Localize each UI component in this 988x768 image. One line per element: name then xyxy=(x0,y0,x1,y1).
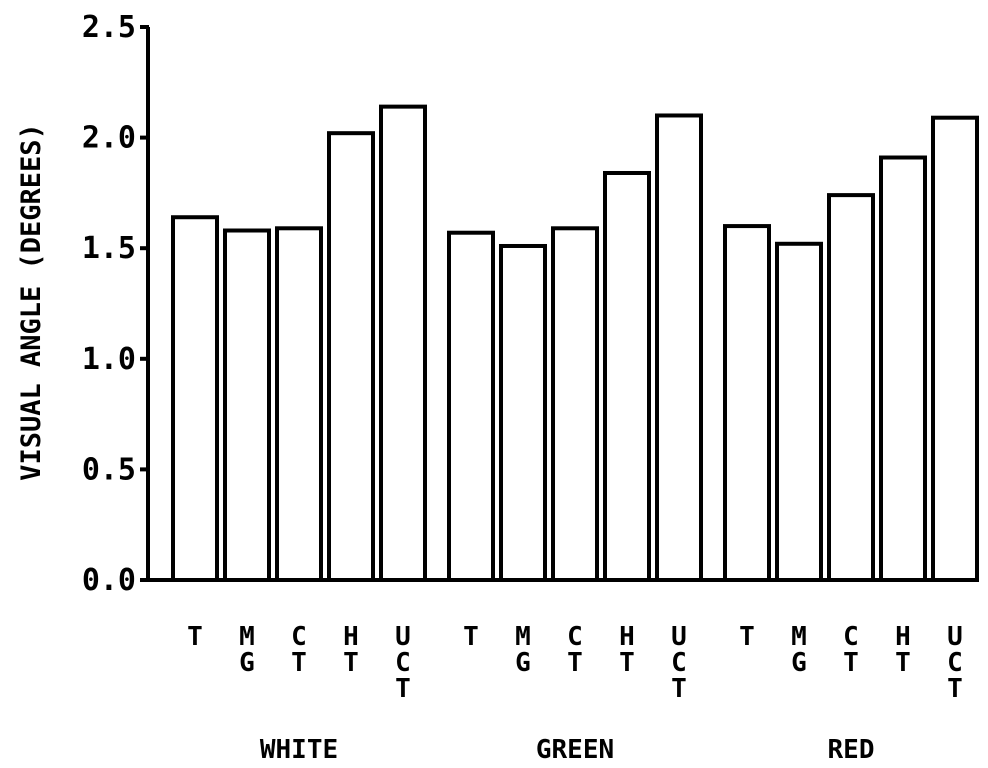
category-label-green-ht: H xyxy=(619,622,635,652)
category-label-green-ht: T xyxy=(619,648,635,678)
category-label-white-uct: T xyxy=(395,674,411,704)
bar-red-mg xyxy=(775,241,823,582)
y-axis-title: VISUAL ANGLE (DEGREES) xyxy=(16,123,47,481)
category-label-white-ht: H xyxy=(343,622,359,652)
category-label-red-uct: U xyxy=(947,622,963,652)
y-tick-label-0.5: 0.5 xyxy=(82,452,136,487)
axes-layer xyxy=(140,25,975,582)
category-label-white-ct: C xyxy=(291,622,307,652)
category-label-white-mg: M xyxy=(239,622,255,652)
category-label-green-uct: T xyxy=(671,674,687,704)
bar-green-mg xyxy=(499,243,547,582)
category-label-green-ct: C xyxy=(567,622,583,652)
category-label-green-ct: T xyxy=(567,648,583,678)
category-label-green-mg: M xyxy=(515,622,531,652)
group-label-white: WHITE xyxy=(260,735,338,765)
category-label-red-mg: G xyxy=(791,648,807,678)
bar-green-uct xyxy=(655,113,703,582)
category-label-red-ht: H xyxy=(895,622,911,652)
bar-white-ht xyxy=(327,131,375,582)
bar-green-ct xyxy=(551,226,599,583)
category-label-green-mg: G xyxy=(515,648,531,678)
y-tick-label-1.0: 1.0 xyxy=(82,342,136,377)
category-label-red-t: T xyxy=(739,622,755,652)
category-label-white-mg: G xyxy=(239,648,255,678)
category-label-red-uct: C xyxy=(947,648,963,678)
bar-green-ht xyxy=(603,170,651,582)
category-label-green-t: T xyxy=(463,622,479,652)
group-label-red: RED xyxy=(828,735,875,765)
category-label-green-uct: C xyxy=(671,648,687,678)
category-label-red-ct: T xyxy=(843,648,859,678)
bar-red-ct xyxy=(827,193,875,582)
category-label-white-ht: T xyxy=(343,648,359,678)
category-label-red-ht: T xyxy=(895,648,911,678)
y-tick-label-1.5: 1.5 xyxy=(82,231,136,266)
y-tick-label-2.0: 2.0 xyxy=(82,121,136,156)
category-label-white-uct: C xyxy=(395,648,411,678)
category-label-white-t: T xyxy=(187,622,203,652)
category-label-white-ct: T xyxy=(291,648,307,678)
bar-green-t xyxy=(447,230,495,582)
bar-white-uct xyxy=(379,104,427,583)
category-label-white-uct: U xyxy=(395,622,411,652)
bars-layer xyxy=(171,104,979,583)
category-label-red-mg: M xyxy=(791,622,807,652)
bar-red-uct xyxy=(931,115,979,583)
bar-red-t xyxy=(723,224,771,583)
y-tick-label-0.0: 0.0 xyxy=(82,563,136,598)
bar-white-ct xyxy=(275,226,323,583)
y-tick-label-2.5: 2.5 xyxy=(82,10,136,45)
bar-white-t xyxy=(171,215,219,582)
group-label-green: GREEN xyxy=(536,735,614,765)
bar-red-ht xyxy=(879,155,927,582)
category-label-green-uct: U xyxy=(671,622,687,652)
category-label-red-ct: C xyxy=(843,622,859,652)
bar-white-mg xyxy=(223,228,271,582)
category-label-red-uct: T xyxy=(947,674,963,704)
